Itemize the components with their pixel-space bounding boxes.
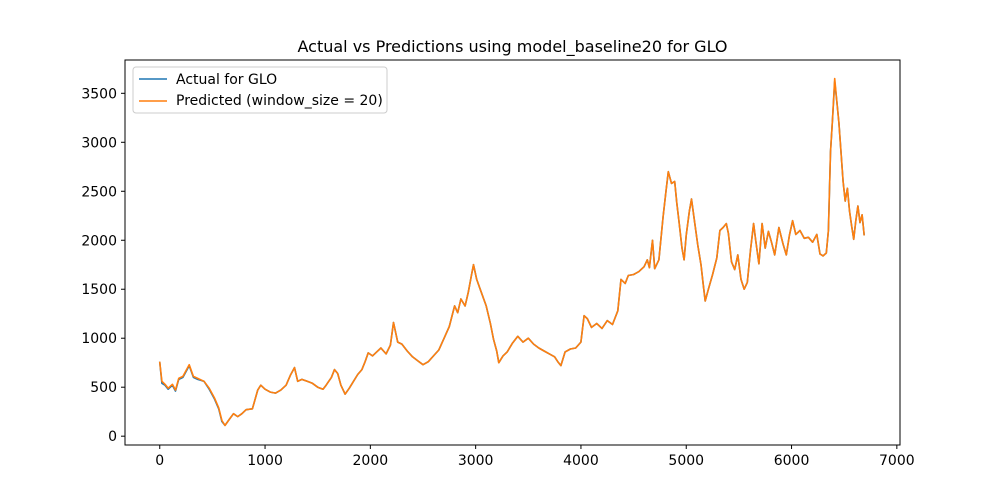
- y-tick-label: 500: [90, 380, 117, 396]
- x-tick-label: 7000: [879, 453, 915, 469]
- x-tick-label: 6000: [774, 453, 810, 469]
- y-tick-label: 2500: [81, 184, 117, 200]
- y-tick-label: 1500: [81, 282, 117, 298]
- x-tick-label: 3000: [458, 453, 494, 469]
- x-axis: 0 1000 2000 3000 4000 5000 6000 7000: [155, 445, 915, 469]
- chart-title: Actual vs Predictions using model_baseli…: [297, 37, 727, 57]
- x-tick-label: 4000: [563, 453, 599, 469]
- y-tick-label: 2000: [81, 233, 117, 249]
- series-layer: [158, 77, 865, 427]
- y-tick-label: 1000: [81, 331, 117, 347]
- y-tick-label: 3500: [81, 86, 117, 102]
- series-line-predicted: [158, 77, 865, 427]
- legend-label-actual: Actual for GLO: [176, 72, 277, 88]
- legend-label-predicted: Predicted (window_size = 20): [176, 93, 383, 109]
- x-tick-label: 2000: [353, 453, 389, 469]
- x-tick-label: 1000: [247, 453, 283, 469]
- legend-box: [132, 66, 388, 114]
- legend: Actual for GLO Predicted (window_size = …: [132, 66, 388, 114]
- x-tick-label: 0: [155, 453, 164, 469]
- y-axis: 0 500 1000 1500 2000 2500 3000 3500: [81, 86, 125, 445]
- y-tick-label: 0: [108, 429, 117, 445]
- x-tick-label: 5000: [668, 453, 704, 469]
- plot-frame: [124, 59, 901, 446]
- y-tick-label: 3000: [81, 135, 117, 151]
